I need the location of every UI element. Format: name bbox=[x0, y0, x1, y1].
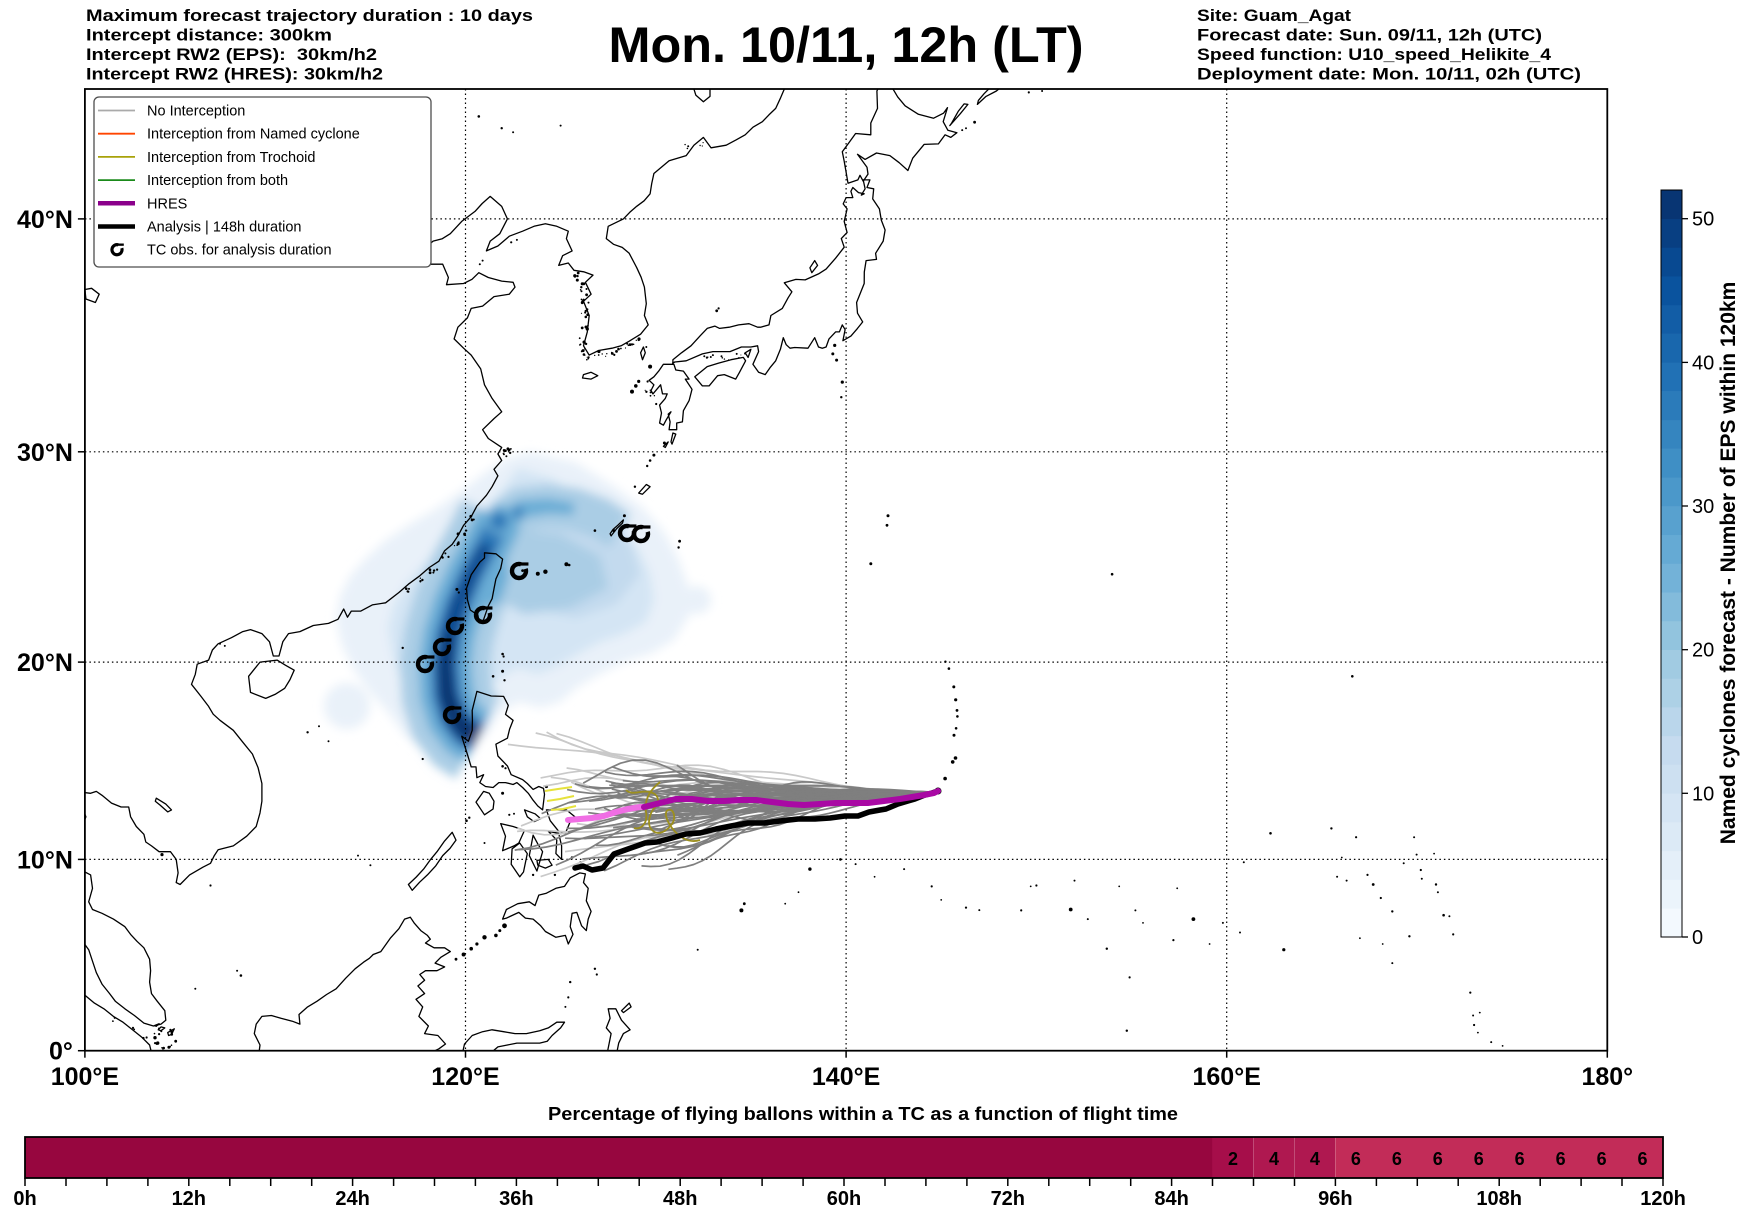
svg-text:6: 6 bbox=[1515, 1149, 1525, 1169]
svg-text:0: 0 bbox=[1692, 927, 1703, 949]
svg-text:4: 4 bbox=[1310, 1149, 1320, 1169]
svg-text:36h: 36h bbox=[499, 1188, 533, 1210]
svg-text:50: 50 bbox=[1692, 209, 1714, 231]
svg-text:0°: 0° bbox=[49, 1038, 73, 1066]
svg-text:6: 6 bbox=[1597, 1149, 1607, 1169]
svg-text:TC obs. for analysis duration: TC obs. for analysis duration bbox=[147, 243, 332, 259]
svg-text:Site: Guam_Agat: Site: Guam_Agat bbox=[1197, 6, 1351, 25]
svg-text:Intercept RW2 (EPS): 30km/h2: Intercept RW2 (EPS): 30km/h2 bbox=[86, 45, 377, 64]
svg-text:Percentage of flying ballons w: Percentage of flying ballons within a TC… bbox=[548, 1104, 1178, 1124]
svg-text:6: 6 bbox=[1474, 1149, 1484, 1169]
svg-text:6: 6 bbox=[1638, 1149, 1648, 1169]
svg-text:40: 40 bbox=[1692, 352, 1714, 374]
svg-text:120h: 120h bbox=[1640, 1188, 1686, 1210]
svg-text:30°N: 30°N bbox=[17, 439, 73, 467]
svg-text:Deployment date: Mon. 10/11, 0: Deployment date: Mon. 10/11, 02h (UTC) bbox=[1197, 65, 1581, 84]
svg-text:Interception from both: Interception from both bbox=[147, 173, 288, 189]
svg-text:6: 6 bbox=[1351, 1149, 1361, 1169]
svg-text:20: 20 bbox=[1692, 640, 1714, 662]
svg-text:30: 30 bbox=[1692, 496, 1714, 518]
svg-text:20°N: 20°N bbox=[17, 649, 73, 677]
svg-text:180°: 180° bbox=[1581, 1063, 1633, 1091]
svg-text:HRES: HRES bbox=[147, 196, 187, 212]
svg-text:2: 2 bbox=[1228, 1149, 1238, 1169]
svg-text:108h: 108h bbox=[1476, 1188, 1522, 1210]
svg-text:48h: 48h bbox=[663, 1188, 697, 1210]
svg-text:Forecast date: Sun. 09/11, 12h: Forecast date: Sun. 09/11, 12h (UTC) bbox=[1197, 26, 1542, 45]
svg-text:6: 6 bbox=[1433, 1149, 1443, 1169]
svg-text:160°E: 160°E bbox=[1193, 1063, 1261, 1091]
svg-text:Intercept RW2 (HRES): 30km/h2: Intercept RW2 (HRES): 30km/h2 bbox=[86, 65, 383, 84]
svg-text:60h: 60h bbox=[827, 1188, 861, 1210]
svg-text:24h: 24h bbox=[335, 1188, 369, 1210]
svg-text:84h: 84h bbox=[1154, 1188, 1188, 1210]
svg-text:100°E: 100°E bbox=[51, 1063, 119, 1091]
svg-text:0h: 0h bbox=[13, 1188, 36, 1210]
svg-text:6: 6 bbox=[1392, 1149, 1402, 1169]
svg-text:120°E: 120°E bbox=[431, 1063, 499, 1091]
svg-text:6: 6 bbox=[1556, 1149, 1566, 1169]
svg-text:4: 4 bbox=[1269, 1149, 1279, 1169]
svg-text:Interception from Trochoid: Interception from Trochoid bbox=[147, 150, 315, 166]
svg-text:Named cyclones forecast - Numb: Named cyclones forecast - Number of EPS … bbox=[1717, 282, 1740, 845]
svg-text:10°N: 10°N bbox=[17, 846, 73, 874]
svg-text:Mon. 10/11, 12h (LT): Mon. 10/11, 12h (LT) bbox=[609, 17, 1084, 73]
svg-text:96h: 96h bbox=[1318, 1188, 1352, 1210]
svg-text:72h: 72h bbox=[991, 1188, 1025, 1210]
svg-text:40°N: 40°N bbox=[17, 206, 73, 234]
svg-text:12h: 12h bbox=[172, 1188, 206, 1210]
svg-text:Speed function: U10_speed_Heli: Speed function: U10_speed_Helikite_4 bbox=[1197, 45, 1552, 64]
svg-text:Intercept distance: 300km: Intercept distance: 300km bbox=[86, 26, 332, 45]
svg-text:Interception from Named cyclon: Interception from Named cyclone bbox=[147, 127, 360, 143]
svg-text:Maximum forecast trajectory du: Maximum forecast trajectory duration : 1… bbox=[86, 6, 533, 25]
svg-text:10: 10 bbox=[1692, 783, 1714, 805]
svg-text:Analysis | 148h duration: Analysis | 148h duration bbox=[147, 220, 302, 236]
svg-text:140°E: 140°E bbox=[812, 1063, 880, 1091]
svg-text:No Interception: No Interception bbox=[147, 104, 245, 120]
